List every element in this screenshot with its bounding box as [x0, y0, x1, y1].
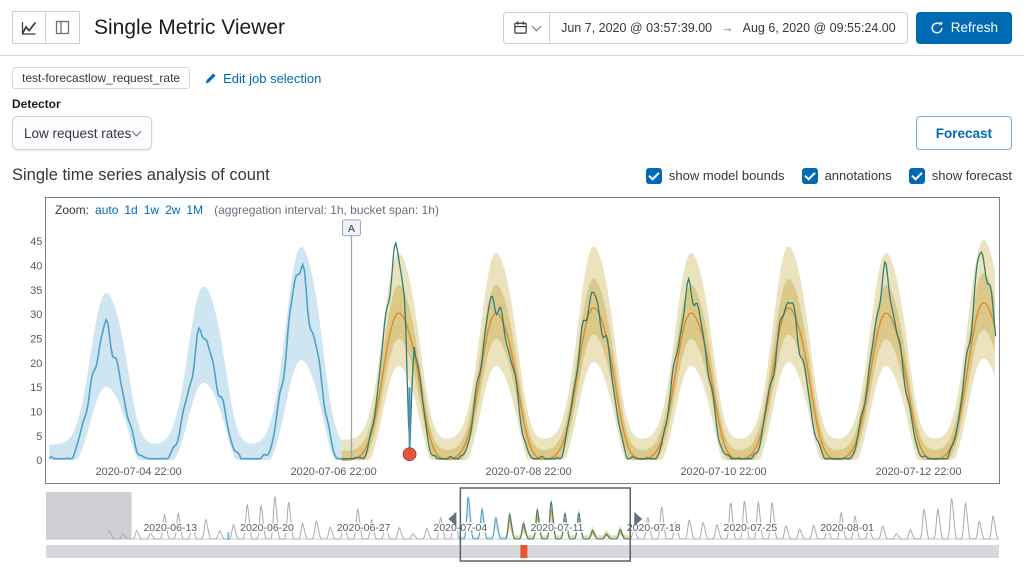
- y-axis-tick-label: 25: [30, 333, 42, 345]
- y-axis-tick-label: 15: [30, 382, 42, 394]
- date-start[interactable]: Jun 7, 2020 @ 03:57:39.00: [561, 20, 713, 35]
- y-axis-tick-label: 35: [30, 285, 42, 297]
- context-axis-label: 2020-07-18: [627, 522, 681, 534]
- checkbox-icon[interactable]: [908, 167, 925, 184]
- main-chart-panel: Zoom: auto 1d 1w 2w 1M (aggregation interval…: [30, 197, 1000, 484]
- context-axis-label: 2020-06-13: [143, 522, 197, 534]
- context-chart-wrap: 2020-06-13 2020-06-20 2020-06-27 2020-07-04…: [45, 487, 1000, 564]
- date-end[interactable]: Aug 6, 2020 @ 09:55:24.00: [742, 20, 896, 35]
- zoom-bar: Zoom: auto 1d 1w 2w 1M (aggregation interval…: [55, 203, 439, 217]
- toggle-label: annotations: [824, 168, 892, 183]
- checkbox-icon[interactable]: [801, 167, 818, 184]
- zoom-option-1w[interactable]: 1w: [143, 203, 160, 217]
- context-forecast-band-mini: [505, 498, 631, 539]
- y-axis-tick-label: 5: [36, 431, 42, 443]
- detector-select[interactable]: Low request rates: [12, 116, 152, 150]
- brush-handle-left[interactable]: [448, 512, 457, 526]
- toggle-annotations[interactable]: annotations: [801, 167, 892, 184]
- context-axis-label: 2020-06-20: [240, 522, 294, 534]
- toggle-show-model-bounds[interactable]: show model bounds: [645, 167, 785, 184]
- x-axis-tick-label: 2020-07-08 22:00: [486, 466, 572, 478]
- x-axis-tick-label: 2020-07-04 22:00: [96, 466, 182, 478]
- forecast-button[interactable]: Forecast: [915, 116, 1012, 150]
- app-icon-group: [12, 11, 80, 44]
- chevron-down-icon: [531, 21, 542, 31]
- main-time-series-chart[interactable]: 0 5 10 15 20 25 30 35 40 45 2020-07-04 22:00 2020-0…: [30, 198, 999, 483]
- context-axis-label: 2020-08-01: [820, 522, 874, 534]
- brush-handle-right[interactable]: [634, 512, 643, 526]
- y-axis-tick-label: 10: [30, 406, 42, 418]
- toggle-label: show model bounds: [668, 168, 785, 183]
- layout-panels-icon: [55, 20, 70, 35]
- forecast-bounds-area: [341, 240, 995, 461]
- quick-select-button[interactable]: [504, 12, 551, 43]
- top-header: Single Metric Viewer Jun 7, 2020 @ 03:57…: [0, 0, 1024, 56]
- job-id-badge[interactable]: test-forecastlow_request_rate: [12, 67, 191, 89]
- date-range-picker[interactable]: Jun 7, 2020 @ 03:57:39.00 → Aug 6, 2020 …: [503, 11, 908, 44]
- line-chart-icon: [21, 21, 37, 35]
- page-title: Single Metric Viewer: [94, 15, 286, 39]
- detector-row: Detector Low request rates Forecast: [0, 93, 1024, 150]
- anomaly-marker[interactable]: [402, 447, 417, 462]
- refresh-button[interactable]: Refresh: [915, 11, 1012, 44]
- job-selection-bar: test-forecastlow_request_rate Edit job s…: [0, 56, 1024, 93]
- x-axis-tick-label: 2020-07-06 22:00: [291, 466, 377, 478]
- annotation-badge[interactable]: [342, 219, 361, 237]
- panels-app-icon[interactable]: [46, 11, 80, 44]
- chart-toggles: show model bounds annotations show forecas…: [645, 167, 1012, 184]
- context-brush[interactable]: [459, 487, 631, 562]
- calendar-icon: [514, 21, 527, 34]
- zoom-prefix: Zoom:: [55, 203, 90, 217]
- date-range-values[interactable]: Jun 7, 2020 @ 03:57:39.00 → Aug 6, 2020 …: [550, 13, 907, 43]
- context-axis-label: 2020-06-27: [337, 522, 391, 534]
- context-loading-block: [46, 492, 132, 539]
- context-axis-label: 2020-07-11: [531, 522, 584, 534]
- y-axis-tick-label: 0: [36, 455, 42, 467]
- pencil-icon: [205, 72, 216, 83]
- x-axis-tick-label: 2020-07-10 22:00: [680, 466, 766, 478]
- detector-group: Detector Low request rates: [12, 97, 152, 150]
- annotation-badge-label: A: [348, 224, 355, 235]
- detector-selected-value: Low request rates: [24, 125, 132, 141]
- refresh-label: Refresh: [950, 20, 998, 35]
- context-navigator-chart[interactable]: 2020-06-13 2020-06-20 2020-06-27 2020-07-04…: [45, 487, 1000, 564]
- y-axis-tick-label: 20: [30, 358, 42, 370]
- toggle-show-forecast[interactable]: show forecast: [908, 167, 1012, 184]
- zoom-option-2w[interactable]: 2w: [165, 203, 181, 217]
- y-axis-tick-label: 30: [30, 309, 42, 321]
- zoom-suffix: (aggregation interval: 1h, bucket span: …: [214, 203, 439, 217]
- zoom-option-1d[interactable]: 1d: [124, 203, 138, 217]
- swimlane-anomaly-cell[interactable]: [520, 545, 528, 558]
- actual-series-line: [48, 262, 342, 460]
- forecast-inner-bounds-area: [341, 273, 995, 461]
- context-actual-teal-mini: [505, 501, 631, 540]
- zoom-links: auto 1d 1w 2w 1M: [95, 203, 203, 217]
- y-axis-tick-label: 45: [30, 236, 42, 248]
- chevron-down-icon: [131, 126, 142, 137]
- context-annotation-tick: [227, 532, 230, 540]
- edit-job-selection-label: Edit job selection: [223, 70, 322, 86]
- refresh-icon: [931, 21, 943, 33]
- zoom-option-1M[interactable]: 1M: [186, 203, 204, 217]
- date-range-arrow-icon: →: [721, 20, 734, 35]
- zoom-option-auto[interactable]: auto: [95, 203, 119, 217]
- checkbox-icon[interactable]: [645, 167, 662, 184]
- toggle-label: show forecast: [931, 168, 1012, 183]
- actual-series-line-forecast-window: [341, 240, 997, 460]
- analysis-title: Single time series analysis of count: [12, 166, 270, 184]
- analysis-header-row: Single time series analysis of count sho…: [0, 150, 1024, 195]
- detector-label: Detector: [12, 97, 61, 111]
- context-actual-blue-mini: [458, 496, 507, 540]
- context-axis-label: 2020-07-25: [724, 522, 778, 534]
- edit-job-selection-link[interactable]: Edit job selection: [204, 71, 321, 86]
- x-axis-tick-label: 2020-07-12 22:00: [875, 466, 961, 478]
- y-axis-tick-label: 40: [30, 260, 42, 272]
- single-metric-app-icon[interactable]: [12, 11, 46, 44]
